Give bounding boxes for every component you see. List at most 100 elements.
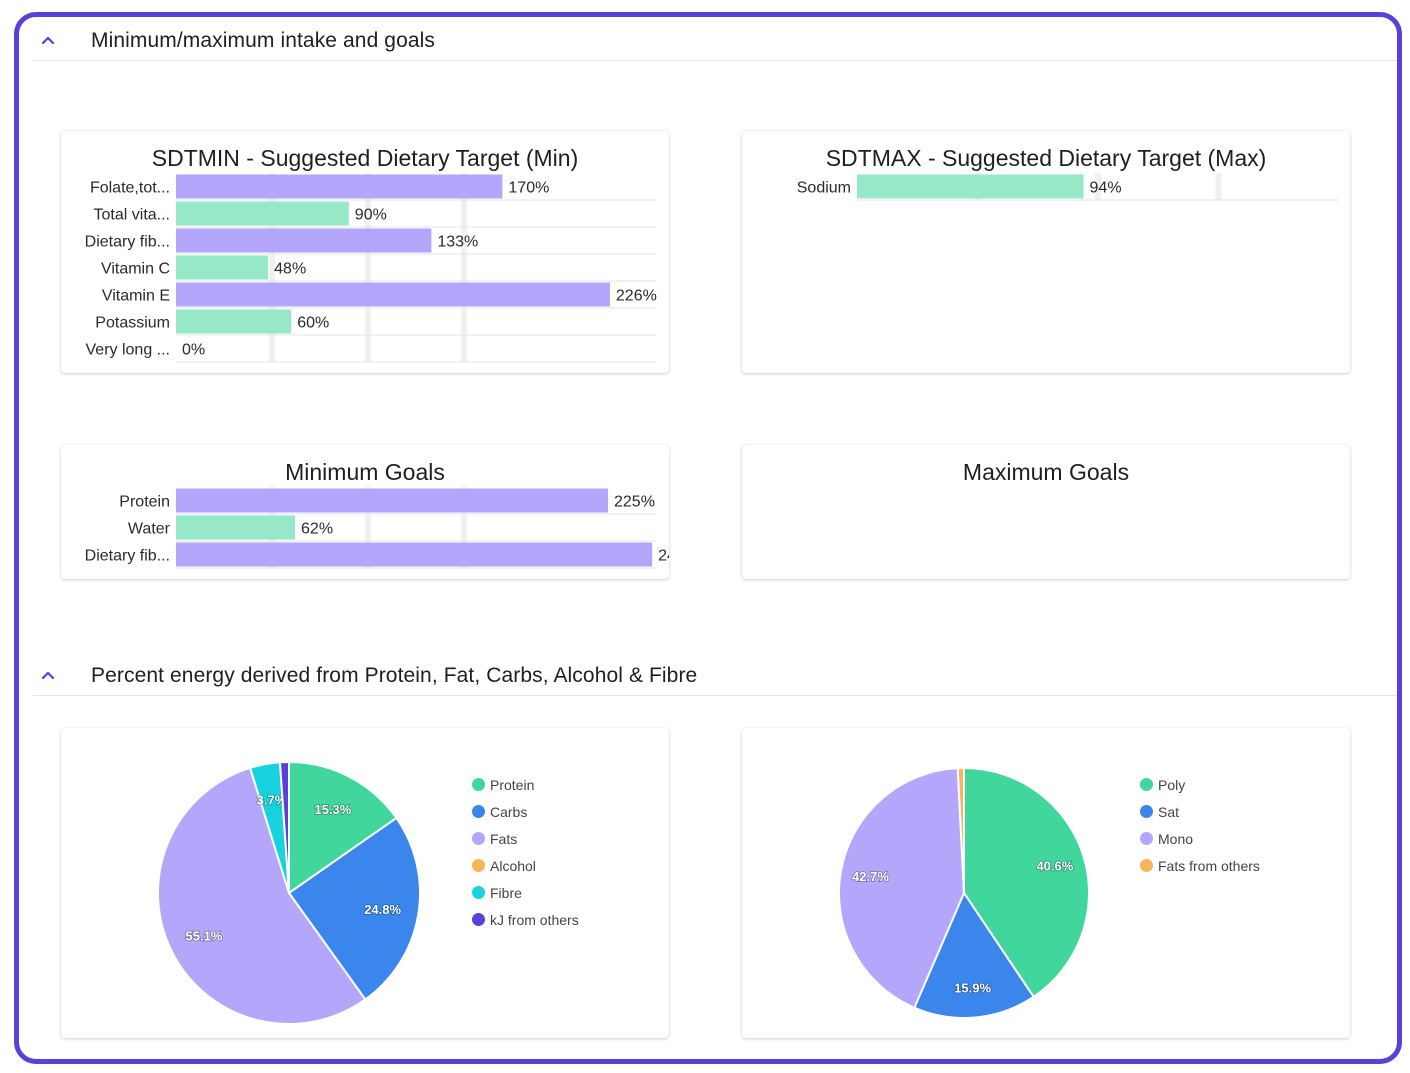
fats-legend: Poly Sat Mono Fats from others	[1140, 771, 1260, 879]
legend-item[interactable]: Fibre	[472, 879, 579, 906]
bar[interactable]	[176, 309, 292, 334]
legend-swatch	[472, 886, 485, 899]
grid-line	[1215, 173, 1222, 200]
data-label: 48%	[274, 261, 306, 278]
pie-slice-sat[interactable]	[913, 890, 1035, 1019]
category-label: Vitamin E	[102, 288, 170, 305]
bar[interactable]	[176, 174, 503, 199]
data-label: 0%	[182, 342, 205, 359]
section-title-intake: Minimum/maximum intake and goals	[91, 28, 435, 52]
legend-label: Poly	[1158, 776, 1186, 793]
data-label: 225%	[614, 494, 655, 511]
pie-slice-protein[interactable]	[288, 760, 398, 895]
section-header-intake: Minimum/maximum intake and goals	[33, 21, 1397, 61]
category-label: Vitamin C	[101, 261, 170, 278]
bar[interactable]	[176, 255, 269, 280]
legend-label: kJ from others	[490, 911, 579, 928]
section-header-energy: Percent energy derived from Protein, Fat…	[33, 656, 1397, 696]
legend-swatch	[1140, 805, 1153, 818]
max-goals-chart-title: Maximum Goals	[962, 459, 1130, 485]
chevron-up-icon	[41, 36, 55, 44]
energy-pie-chart: 15.3% 24.8% 55.1% 3.7%	[157, 760, 421, 1025]
data-label: 94%	[1090, 180, 1122, 197]
data-label: 170%	[508, 180, 549, 197]
category-label: Potassium	[95, 315, 170, 332]
legend-label: Sat	[1158, 803, 1180, 820]
legend-label: Mono	[1158, 830, 1194, 847]
pie-slice-fats[interactable]	[157, 766, 367, 1025]
data-label: 133%	[437, 234, 478, 251]
category-label: Protein	[119, 494, 170, 511]
legend-swatch	[472, 778, 485, 791]
legend-label: Carbs	[490, 803, 528, 820]
app-frame: Minimum/maximum intake and goals SDTMIN …	[14, 12, 1402, 1064]
min-goals-card: Minimum Goals Protein 225% Water 62% Dietary…	[61, 445, 669, 579]
bar[interactable]	[176, 515, 296, 540]
legend-item[interactable]: Carbs	[472, 798, 579, 825]
legend-item[interactable]: Mono	[1140, 825, 1260, 852]
pie-slice-kj-from-others[interactable]	[278, 760, 290, 894]
grid-line	[461, 173, 467, 362]
collapse-intake-button[interactable]	[33, 26, 63, 56]
min-goals-bar-chart: Protein 225% Water 62% Dietary fib... 248%	[85, 487, 669, 569]
legend-item[interactable]: Fats	[472, 825, 579, 852]
collapse-energy-button[interactable]	[33, 661, 63, 691]
pie-slice-poly[interactable]	[963, 766, 1090, 999]
category-label: Very long ...	[86, 342, 171, 359]
legend-swatch	[1140, 832, 1153, 845]
bar[interactable]	[176, 201, 349, 226]
pie-data-label: 55.1%	[186, 928, 223, 943]
legend-label: Alcohol	[490, 857, 536, 874]
category-label: Total vita...	[94, 207, 170, 224]
max-goals-card: Maximum Goals	[742, 445, 1350, 579]
pie-data-label: 40.6%	[1036, 858, 1073, 873]
category-label: Sodium	[797, 180, 851, 197]
sdtmax-bar-chart: Sodium 94%	[797, 173, 1339, 201]
bar[interactable]	[176, 228, 432, 253]
pie-data-label: 15.9%	[954, 981, 991, 996]
legend-item[interactable]: Sat	[1140, 798, 1260, 825]
bar[interactable]	[857, 174, 1084, 199]
energy-pie-card: 15.3% 24.8% 55.1% 3.7% Protein Carbs Fats Alco…	[61, 728, 669, 1038]
legend-label: Fats from others	[1158, 857, 1260, 874]
bar[interactable]	[176, 488, 608, 513]
data-label: 226%	[616, 288, 657, 305]
data-label: 248%	[658, 548, 669, 565]
legend-swatch	[472, 859, 485, 872]
pie-slice-mono[interactable]	[838, 767, 966, 1010]
sdtmin-chart-title: SDTMIN - Suggested Dietary Target (Min)	[151, 145, 579, 171]
grid-line	[269, 173, 275, 362]
legend-label: Fats	[490, 830, 518, 847]
category-label: Water	[128, 521, 171, 538]
grid-line	[365, 173, 371, 362]
legend-swatch	[472, 832, 485, 845]
fats-pie-card: 40.6% 15.9% 42.7% Poly Sat Mono Fats from oth…	[742, 728, 1350, 1038]
grid-line	[1095, 173, 1101, 200]
sdtmax-card: SDTMAX - Suggested Dietary Target (Max) …	[742, 131, 1350, 373]
energy-legend: Protein Carbs Fats Alcohol Fibre kJ from othe…	[472, 771, 579, 933]
pie-data-label: 42.7%	[852, 869, 889, 884]
category-label: Folate,tot...	[90, 180, 170, 197]
legend-item[interactable]: Poly	[1140, 771, 1260, 798]
pie-data-label: 3.7%	[257, 793, 287, 808]
grid-line	[365, 487, 371, 568]
category-label: Dietary fib...	[85, 234, 170, 251]
grid-line	[461, 487, 467, 568]
category-label: Dietary fib...	[85, 548, 170, 565]
pie-slice-carbs[interactable]	[287, 816, 421, 1001]
bar[interactable]	[176, 542, 653, 567]
legend-item[interactable]: Protein	[472, 771, 579, 798]
legend-swatch	[1140, 859, 1153, 872]
fats-pie-chart: 40.6% 15.9% 42.7%	[838, 766, 1090, 1019]
legend-item[interactable]: kJ from others	[472, 906, 579, 933]
bar[interactable]	[176, 282, 610, 307]
data-label: 62%	[301, 521, 333, 538]
min-goals-chart-title: Minimum Goals	[285, 459, 445, 485]
section-title-energy: Percent energy derived from Protein, Fat…	[91, 663, 698, 687]
pie-data-label: 15.3%	[314, 802, 351, 817]
legend-item[interactable]: Alcohol	[472, 852, 579, 879]
pie-slice-fats-from-others[interactable]	[956, 766, 965, 894]
legend-item[interactable]: Fats from others	[1140, 852, 1260, 879]
data-label: 60%	[297, 315, 329, 332]
legend-swatch	[1140, 778, 1153, 791]
